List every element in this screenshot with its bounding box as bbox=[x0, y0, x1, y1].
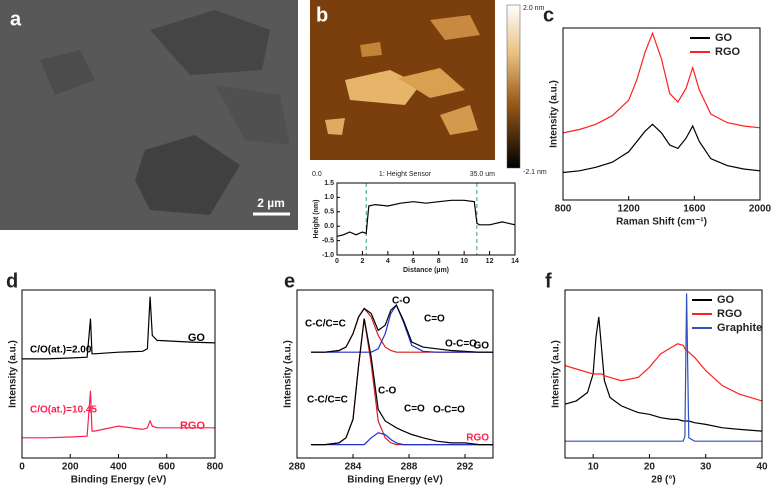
x-tick-label: 20 bbox=[644, 462, 656, 473]
x-tick-label: 12 bbox=[486, 258, 494, 265]
annotation: C=O bbox=[404, 404, 425, 415]
x-axis-label: 2θ (°) bbox=[651, 475, 675, 486]
x-tick-label: 6 bbox=[411, 258, 415, 265]
x-tick-label: 400 bbox=[110, 462, 127, 473]
plot-frame bbox=[21, 289, 216, 459]
afm-x-start: 0.0 bbox=[312, 171, 322, 178]
panel-label: b bbox=[316, 4, 328, 26]
y-axis-label: Intensity (a.u.) bbox=[551, 340, 562, 408]
y-axis-label: Intensity (a.u.) bbox=[8, 340, 19, 408]
annotation: C=O bbox=[424, 314, 445, 325]
series-line bbox=[562, 31, 761, 134]
y-tick-label: 0.0 bbox=[324, 223, 334, 230]
legend-label: GO bbox=[717, 294, 735, 306]
panel-label: c bbox=[543, 4, 554, 26]
series-line bbox=[22, 296, 216, 360]
series-line bbox=[311, 318, 493, 446]
series-line bbox=[311, 303, 493, 353]
x-tick-label: 10 bbox=[588, 462, 600, 473]
x-tick-label: 800 bbox=[207, 462, 224, 473]
annotation: O-C=O bbox=[433, 405, 465, 416]
colorbar-min: -2.1 nm bbox=[523, 169, 547, 176]
panel-label: a bbox=[10, 8, 22, 30]
x-tick-label: 10 bbox=[460, 258, 468, 265]
x-tick-label: 14 bbox=[511, 258, 519, 265]
annotation: C-C/C=C bbox=[307, 395, 348, 406]
legend-label: RGO bbox=[715, 46, 741, 58]
x-axis-label: Distance (µm) bbox=[403, 267, 449, 274]
y-tick-label: -1.0 bbox=[322, 252, 334, 259]
y-axis-label: Height (nm) bbox=[313, 200, 320, 239]
y-axis-label: Intensity (a.u.) bbox=[549, 80, 560, 148]
plot-frame bbox=[562, 27, 761, 201]
series-line bbox=[565, 293, 762, 442]
legend-label: Graphite bbox=[717, 322, 762, 334]
y-tick-label: 1.0 bbox=[324, 194, 334, 201]
annotation: C-O bbox=[392, 296, 411, 307]
x-tick-label: 292 bbox=[457, 462, 474, 473]
x-tick-label: 288 bbox=[401, 462, 418, 473]
x-axis-label: Binding Energy (eV) bbox=[347, 475, 443, 486]
x-tick-label: 2000 bbox=[749, 204, 772, 215]
series-line bbox=[22, 390, 215, 439]
annotation: RGO bbox=[466, 433, 489, 444]
x-tick-label: 1200 bbox=[618, 204, 641, 215]
series-label: RGO bbox=[180, 420, 206, 432]
series-line bbox=[311, 318, 493, 446]
annotation: C-C/C=C bbox=[305, 319, 346, 330]
x-tick-label: 2 bbox=[360, 258, 364, 265]
annotation: GO bbox=[473, 341, 489, 352]
series-line bbox=[564, 316, 763, 432]
series-line bbox=[336, 199, 516, 237]
annotation: C/O(at.)=10.45 bbox=[30, 405, 97, 416]
x-tick-label: 40 bbox=[756, 462, 768, 473]
x-tick-label: 280 bbox=[289, 462, 306, 473]
panel-label: e bbox=[284, 270, 295, 292]
x-tick-label: 200 bbox=[62, 462, 79, 473]
afm-channel: 1: Height Sensor bbox=[379, 171, 432, 178]
legend-label: GO bbox=[715, 32, 733, 44]
y-tick-label: -0.5 bbox=[322, 237, 334, 244]
panel-label: f bbox=[545, 270, 552, 292]
x-tick-label: 4 bbox=[386, 258, 390, 265]
scale-bar-label: 2 µm bbox=[257, 196, 285, 210]
plot-frame bbox=[336, 182, 516, 256]
x-axis-label: Raman Shift (cm⁻¹) bbox=[616, 217, 707, 228]
colorbar-max: 2.0 nm bbox=[523, 5, 545, 12]
x-tick-label: 600 bbox=[158, 462, 175, 473]
legend-label: RGO bbox=[717, 308, 743, 320]
annotation: C-O bbox=[378, 386, 397, 397]
afm-image bbox=[310, 0, 521, 169]
x-tick-label: 284 bbox=[345, 462, 362, 473]
x-tick-label: 30 bbox=[700, 462, 712, 473]
annotation: C/O(at.)=2.00 bbox=[30, 345, 92, 356]
series-line bbox=[311, 304, 493, 353]
sem-image bbox=[0, 0, 298, 230]
x-tick-label: 800 bbox=[555, 204, 572, 215]
afm-x-end: 35.0 um bbox=[470, 171, 495, 178]
annotation: O-C=O bbox=[445, 339, 477, 350]
series-line bbox=[564, 343, 763, 402]
series-line bbox=[311, 432, 493, 446]
y-tick-label: 0.5 bbox=[324, 209, 334, 216]
x-tick-label: 0 bbox=[335, 258, 339, 265]
y-tick-label: 1.5 bbox=[324, 180, 334, 187]
x-axis-label: Binding Energy (eV) bbox=[71, 475, 167, 486]
panel-label: d bbox=[6, 270, 18, 292]
x-tick-label: 1600 bbox=[683, 204, 706, 215]
series-line bbox=[562, 123, 761, 174]
series-label: GO bbox=[188, 332, 206, 344]
plot-frame bbox=[296, 289, 494, 459]
x-tick-label: 0 bbox=[19, 462, 25, 473]
y-axis-label: Intensity (a.u.) bbox=[283, 340, 294, 408]
plot-frame bbox=[564, 289, 763, 459]
x-tick-label: 8 bbox=[437, 258, 441, 265]
